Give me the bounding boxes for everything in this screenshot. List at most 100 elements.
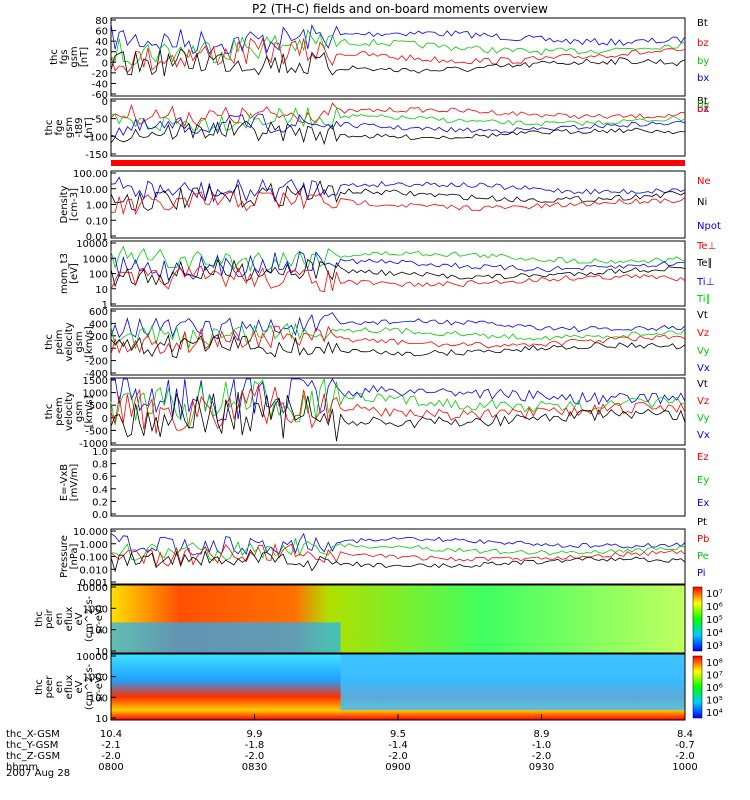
x-axis-row-label: thc_X-GSM <box>6 729 60 740</box>
y-tick-label: 1.00 <box>86 201 108 212</box>
y-tick-label: 1000 <box>83 389 108 400</box>
y-tick-label: 10000 <box>76 583 108 594</box>
y-tick-label: 40 <box>95 37 108 48</box>
colorbar-tick-label: 10⁵ <box>706 696 723 707</box>
series-line <box>110 118 686 146</box>
y-tick-label: 1500 <box>83 376 108 387</box>
legend-item: Ti⊥ <box>696 277 714 288</box>
panel-peer_eflux: 10000 1000 100 10 thcpeerenefluxeV(cm^2-s-sr… <box>34 652 723 725</box>
x-axis-row-label: thc_Z-GSM <box>6 751 60 762</box>
series-line <box>110 549 686 573</box>
panel-frame <box>110 377 686 446</box>
x-tick-label: 10.4 <box>100 729 122 740</box>
x-tick-label: -1.0 <box>532 740 552 751</box>
y-tick-label: 400 <box>89 319 108 330</box>
y-tick-label: 0 <box>102 344 108 355</box>
legend-item: by <box>697 56 709 67</box>
y-tick-label: 0.4 <box>92 485 108 496</box>
y-tick-label: 0.2 <box>92 497 108 508</box>
legend-item: Ne <box>697 176 711 187</box>
legend-item: Npot <box>697 221 721 232</box>
y-tick-label: 0 <box>102 97 108 108</box>
series-line <box>110 23 686 55</box>
x-tick-label: -2.0 <box>675 751 695 762</box>
y-tick-label: 1.0 <box>92 447 108 458</box>
series-line <box>110 532 686 556</box>
x-tick-label: 0800 <box>98 762 123 773</box>
y-tick-label: 1000 <box>83 604 108 615</box>
y-tick-label: 100 <box>89 626 108 637</box>
x-tick-label: 0830 <box>242 762 267 773</box>
y-tick-label: 100 <box>89 693 108 704</box>
legend-item: Pi <box>697 568 706 579</box>
y-tick-label: 10000 <box>76 239 108 250</box>
series-line <box>110 377 686 430</box>
series-line <box>110 245 686 273</box>
y-axis-label: thcpeirenefluxeV(cm^2-s-sr-eV) <box>34 595 105 642</box>
y-tick-label: 10 <box>95 647 108 658</box>
ion-spectrogram-low-energy <box>111 622 341 653</box>
colorbar-tick-label: 10⁸ <box>706 658 723 669</box>
panel-peir_eflux: 10000 1000 100 10 thcpeirenefluxeV(cm^2-s-sr… <box>34 583 723 658</box>
x-tick-label: -2.0 <box>101 751 121 762</box>
y-tick-label: -20 <box>92 69 108 80</box>
legend-item: Vt <box>697 310 708 321</box>
legend-item: Bt <box>697 18 708 29</box>
series-line <box>110 265 686 293</box>
x-axis-row-label: thc_Y-GSM <box>6 740 58 751</box>
y-tick-label: 10000 <box>76 652 108 663</box>
series-line <box>110 325 686 355</box>
legend-item: Pt <box>697 517 707 528</box>
panel-frame <box>110 584 686 654</box>
series-line <box>110 258 686 288</box>
series-line <box>110 334 686 359</box>
legend-item: Ni <box>697 197 707 208</box>
legend-item: bz <box>697 38 709 49</box>
legend-item: bz <box>697 104 709 115</box>
y-tick-label: 0.100 <box>79 553 108 564</box>
panel-efield: 1.0 0.80.6 0.40.2 0.0 E=-VxB[mV/m] Ez Ey Ex <box>59 447 709 521</box>
x-tick-label: 8.9 <box>534 729 550 740</box>
x-tick-label: 0900 <box>385 762 410 773</box>
series-line <box>110 538 686 561</box>
y-tick-label: 0.01 <box>86 232 108 243</box>
y-tick-label: 0.6 <box>92 472 108 483</box>
legend-item: Vx <box>697 363 710 374</box>
series-line <box>110 48 686 77</box>
y-tick-label: 10.000 <box>73 527 108 538</box>
y-axis-label: mom_t3[eV] <box>59 253 80 294</box>
y-axis-label: thcpeemvelocitygsm[km/s] <box>44 392 95 431</box>
y-tick-label: 100 <box>89 270 108 281</box>
legend-item: Ex <box>697 498 709 509</box>
colorbar-tick-label: 10⁷ <box>706 671 723 682</box>
y-tick-label: -500 <box>85 426 108 437</box>
y-tick-label: 1000 <box>83 673 108 684</box>
colorbar <box>692 655 703 719</box>
series-line <box>110 383 686 434</box>
series-line <box>110 176 686 203</box>
y-axis-label: thcpeimvelocitygsm[km/s] <box>44 322 95 361</box>
series-line <box>110 102 686 127</box>
x-tick-label: -2.0 <box>245 751 265 762</box>
series-line <box>110 179 686 212</box>
legend-item: Vy <box>697 346 710 357</box>
y-tick-label: 10 <box>95 714 108 725</box>
legend-item: Te⊥ <box>696 241 716 252</box>
series-line <box>110 391 686 442</box>
colorbar-tick-label: 10³ <box>706 641 723 652</box>
legend-item: Ti∥ <box>696 294 711 305</box>
y-tick-label: -400 <box>85 369 108 380</box>
legend-item: bx <box>697 104 709 115</box>
legend-item: bx <box>697 73 709 84</box>
colorbar <box>692 586 703 652</box>
y-axis-label: thcfgegsm-t89[nT] <box>44 117 95 138</box>
legend-item: by <box>697 100 709 111</box>
y-tick-label: 20 <box>95 48 108 59</box>
legend-item: Ey <box>697 475 709 486</box>
y-tick-label: 10 <box>95 285 108 296</box>
x-axis-row-label: hhmm <box>6 762 38 773</box>
y-tick-label: 80 <box>95 16 108 27</box>
